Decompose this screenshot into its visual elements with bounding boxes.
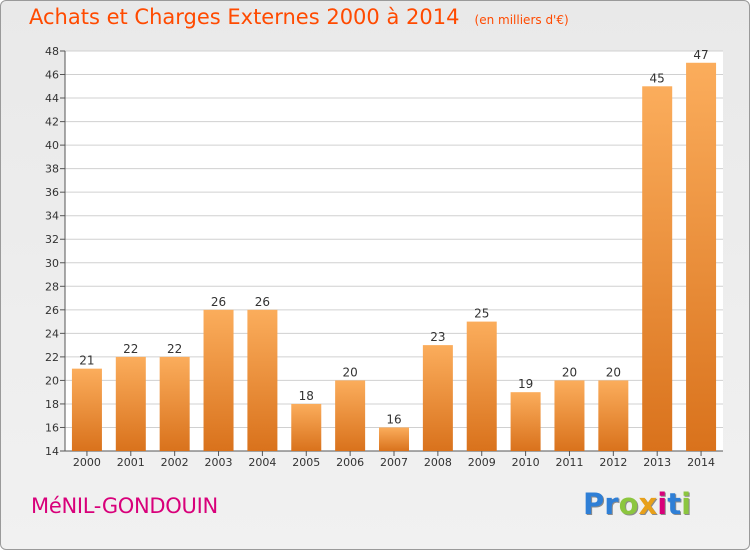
x-tick-label: 2000 <box>73 456 101 469</box>
bar-value-label: 23 <box>430 330 445 344</box>
bar-value-label: 16 <box>386 412 401 426</box>
bar-value-label: 18 <box>299 389 314 403</box>
bar-value-label: 19 <box>518 377 533 391</box>
proxiti-logo: Proxiti <box>583 487 691 521</box>
bar <box>115 356 146 451</box>
logo-letter: r <box>604 487 619 521</box>
bar-value-label: 26 <box>211 295 226 309</box>
y-tick-label: 16 <box>45 421 59 434</box>
x-tick-label: 2010 <box>512 456 540 469</box>
bar <box>291 403 322 451</box>
bar <box>598 380 629 451</box>
logo-letter: i <box>657 487 668 521</box>
bar-value-label: 25 <box>474 307 489 321</box>
chart-subtitle: (en milliers d'€) <box>474 13 569 27</box>
y-tick-label: 26 <box>45 304 59 317</box>
y-tick-label: 28 <box>45 280 59 293</box>
y-tick-label: 14 <box>45 445 59 458</box>
y-tick-label: 36 <box>45 186 59 199</box>
y-tick-label: 20 <box>45 374 59 387</box>
x-tick-label: 2013 <box>643 456 671 469</box>
x-tick-label: 2009 <box>468 456 496 469</box>
town-name: MéNIL-GONDOUIN <box>31 494 218 518</box>
x-tick-label: 2008 <box>424 456 452 469</box>
bar-value-label: 22 <box>167 342 182 356</box>
bar <box>247 309 278 451</box>
title-row: Achats et Charges Externes 2000 à 2014 (… <box>29 5 569 29</box>
y-tick-label: 34 <box>45 210 59 223</box>
x-tick-label: 2003 <box>205 456 233 469</box>
bar <box>510 392 541 451</box>
x-tick-label: 2007 <box>380 456 408 469</box>
bar-value-label: 20 <box>606 365 621 379</box>
x-tick-label: 2011 <box>555 456 583 469</box>
bar <box>203 309 234 451</box>
bar-value-label: 22 <box>123 342 138 356</box>
bar <box>159 356 190 451</box>
bar <box>335 380 366 451</box>
bar <box>379 427 409 451</box>
x-tick-label: 2002 <box>161 456 189 469</box>
bar <box>554 380 585 451</box>
y-tick-label: 44 <box>45 92 59 105</box>
y-tick-label: 46 <box>45 69 59 82</box>
y-tick-label: 22 <box>45 351 59 364</box>
bar-value-label: 45 <box>650 71 665 85</box>
y-tick-label: 30 <box>45 257 59 270</box>
x-tick-label: 2012 <box>599 456 627 469</box>
y-tick-label: 40 <box>45 139 59 152</box>
y-tick-label: 42 <box>45 116 59 129</box>
bar <box>422 345 453 451</box>
y-tick-label: 18 <box>45 398 59 411</box>
chart-title: Achats et Charges Externes 2000 à 2014 <box>29 5 460 29</box>
x-tick-label: 2006 <box>336 456 364 469</box>
bar <box>642 86 673 451</box>
logo-letter: o <box>618 487 639 521</box>
x-tick-label: 2001 <box>117 456 145 469</box>
bar <box>686 62 717 451</box>
y-tick-label: 32 <box>45 233 59 246</box>
logo-letter: x <box>638 487 658 521</box>
y-tick-label: 24 <box>45 327 59 340</box>
x-tick-label: 2004 <box>248 456 276 469</box>
x-tick-label: 2005 <box>292 456 320 469</box>
bar <box>71 368 102 451</box>
logo-letter: i <box>681 487 692 521</box>
bar-value-label: 47 <box>693 48 708 62</box>
bar-value-label: 21 <box>79 354 94 368</box>
bar-value-label: 26 <box>255 295 270 309</box>
y-tick-label: 48 <box>45 45 59 58</box>
y-tick-label: 38 <box>45 163 59 176</box>
bar <box>466 321 497 451</box>
bar-value-label: 20 <box>562 365 577 379</box>
logo-letter: t <box>667 487 682 521</box>
bar-value-label: 20 <box>342 365 357 379</box>
x-tick-label: 2014 <box>687 456 715 469</box>
logo-letter: P <box>583 487 605 521</box>
